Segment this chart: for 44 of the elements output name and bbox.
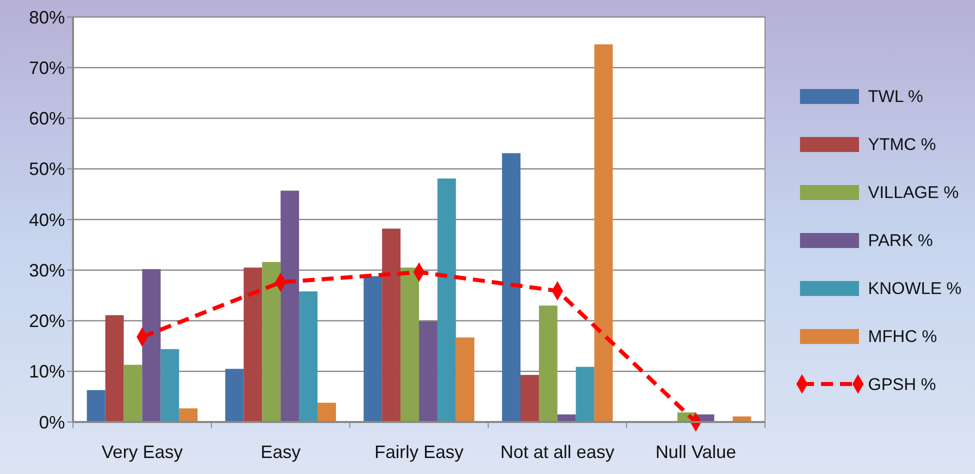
bar [160,349,180,422]
y-tick-label: 20% [28,311,65,332]
y-tick-label: 80% [28,7,65,28]
legend-label: MFHC % [868,326,937,346]
y-tick-label: 60% [28,108,65,129]
bar [437,178,456,422]
y-tick-label: 30% [28,260,65,280]
bar [299,291,318,422]
bar [456,337,474,422]
bar [520,374,539,422]
x-tick-label: Not at all easy [500,442,614,462]
legend-label: TWL % [868,86,924,106]
y-tick-label: 10% [28,362,65,382]
y-tick-label: 70% [28,58,65,78]
bar [318,402,336,422]
bar [382,228,401,422]
bar [364,276,382,422]
bar [124,364,142,422]
bar [594,44,613,422]
x-tick-label: Easy [260,442,301,462]
y-tick-label: 0% [38,412,65,432]
x-tick-label: Very Easy [102,442,183,462]
bar [400,268,419,422]
bar [179,408,198,422]
bar [538,306,558,422]
legend-label: KNOWLE % [868,278,962,298]
bar [86,390,106,422]
legend-label: YTMC % [868,134,936,154]
legend-label: PARK % [868,230,933,250]
bar [225,368,244,422]
legend-label: VILLAGE % [868,182,959,202]
bar [142,269,161,422]
x-tick-label: Null Value [655,442,736,462]
y-tick-label: 50% [28,159,65,180]
x-tick-label: Fairly Easy [374,442,464,462]
bar [419,321,438,422]
bar [280,190,300,422]
bar [502,153,520,422]
bar [244,268,262,422]
y-tick-label: 40% [28,210,65,230]
bar [105,315,124,422]
bar [576,366,594,422]
legend-label: GPSH % [868,374,936,394]
bar [262,262,281,422]
